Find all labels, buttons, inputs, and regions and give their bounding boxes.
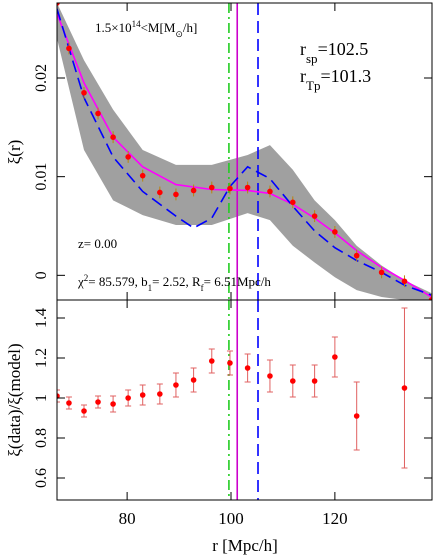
annotation-part: <M[M (141, 20, 176, 35)
annotation-part: /h] (183, 20, 197, 35)
x-tick-label: 80 (119, 509, 136, 528)
data-point (157, 189, 163, 196)
y2-tick-label: 0.8 (33, 428, 50, 448)
annotation-part: Tp (306, 78, 320, 93)
annotation: z= 0.00 (78, 236, 117, 251)
y2-tick-label: 1.4 (33, 308, 50, 328)
ratio-point (267, 373, 273, 379)
frame (56, 2, 433, 501)
annotation: χ2= 85.579, b1= 2.52, Rf= 6.51Mpc/h (77, 273, 271, 293)
annotation-part: χ (77, 274, 84, 289)
y2-axis-label: ξ(data)/ξ(model) (5, 343, 24, 456)
annotation: rsp=102.5 (300, 39, 368, 66)
annotation-part: = 6.51Mpc/h (204, 274, 272, 289)
ratio-point (110, 401, 116, 407)
data-point (139, 172, 146, 179)
y-axis-label: ξ(r) (5, 140, 24, 165)
data-point (208, 184, 215, 191)
data-point (267, 188, 273, 195)
data-point (378, 269, 385, 276)
annotation-part: f (201, 283, 204, 293)
y-tick-label: 0.01 (33, 163, 50, 191)
data-point (401, 278, 408, 285)
annotation-part: r (300, 39, 306, 59)
annotation: 1.5×1014<M[M⊙/h] (95, 19, 197, 39)
annotation-part: = 2.52, R (152, 274, 201, 289)
ratio-point (208, 358, 215, 364)
annotation-part: r (300, 66, 306, 86)
annotation-part: = 85.579, b (88, 274, 147, 289)
data-point (244, 184, 251, 191)
axes: 80 100 120 0 0.01 0.02 0.6 0.8 1 1.2 1.4 1.5×1014<M… (33, 2, 433, 528)
data-point (332, 229, 338, 235)
model-line (57, 8, 432, 296)
x-tick-label: 100 (218, 509, 244, 528)
y2-tick-label: 1 (33, 394, 50, 402)
ratio-point (81, 408, 87, 414)
ratio-point (95, 399, 101, 405)
annotation-part: sp (306, 51, 318, 66)
annotation-part: 1 (148, 283, 153, 293)
ratio-point (290, 378, 296, 384)
annotation-part: ⊙ (175, 29, 183, 39)
data-point (428, 297, 432, 300)
data-point (227, 185, 233, 192)
ratio-point (125, 395, 131, 401)
data-point (110, 134, 116, 140)
ratio-point (66, 400, 72, 406)
data-point (57, 3, 60, 6)
top-panel (57, 3, 432, 300)
band (57, 3, 432, 300)
bottom-panel (57, 300, 408, 500)
ratio-point (332, 354, 338, 360)
annotation-part: 14 (132, 19, 142, 29)
data-point (125, 154, 131, 160)
y2-tick-label: 0.6 (33, 468, 50, 488)
annotation: rTp=101.3 (300, 66, 371, 93)
ratio-point (190, 377, 197, 383)
ratio-point (311, 378, 318, 384)
data-point (95, 110, 101, 117)
x-axis-label: r [Mpc/h] (212, 536, 278, 555)
annotation-part: =102.5 (318, 39, 369, 59)
data-point (66, 45, 72, 52)
annotation-part: =101.3 (320, 66, 371, 86)
data-point (81, 89, 87, 96)
ratio-point (227, 360, 233, 366)
y-tick-label: 0 (33, 271, 50, 279)
ratio-point (57, 393, 60, 399)
data-point (190, 187, 197, 194)
y-tick-label: 0.02 (33, 64, 50, 92)
ratio-point (173, 382, 179, 388)
x-tick-label: 120 (322, 509, 348, 528)
ratio-point (157, 391, 163, 397)
annotation-part: 1.5×10 (95, 20, 132, 35)
ratio-point (244, 365, 251, 371)
data-point (173, 191, 179, 198)
y2-tick-label: 1.2 (33, 348, 50, 368)
annotation-part: z= 0.00 (78, 236, 117, 251)
ratio-point (401, 385, 408, 391)
data-point (311, 213, 318, 219)
annotation-part: 2 (84, 273, 89, 283)
ratio-point (139, 392, 146, 398)
data-point (290, 199, 296, 206)
ratio-point (353, 413, 360, 419)
data-point (353, 252, 360, 259)
